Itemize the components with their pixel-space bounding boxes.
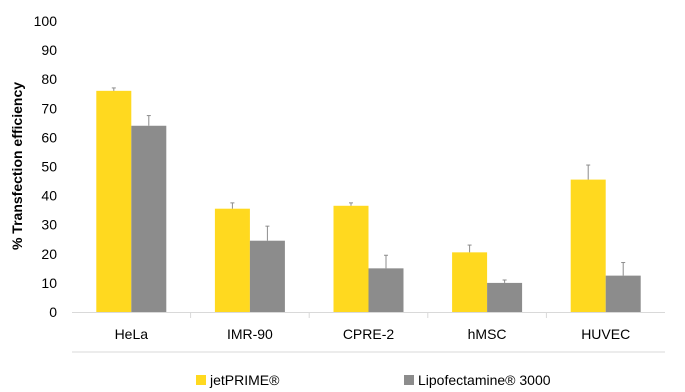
legend-swatch xyxy=(404,375,414,385)
y-tick-label: 30 xyxy=(41,217,57,233)
y-axis: 0 10 20 30 40 50 60 70 80 90 100 xyxy=(34,13,58,320)
bars xyxy=(96,87,641,312)
legend-label: Lipofectamine® 3000 xyxy=(418,372,551,388)
bar xyxy=(214,208,250,312)
x-axis: HeLa IMR-90 CPRE-2 hMSC HUVEC xyxy=(72,312,665,342)
x-tick-label: IMR-90 xyxy=(227,326,273,342)
y-tick-label: 40 xyxy=(41,188,57,204)
y-tick-label: 70 xyxy=(41,100,57,116)
y-axis-title: % Transfection efficiency xyxy=(9,82,25,250)
y-tick-label: 20 xyxy=(41,246,57,262)
x-tick-label: hMSC xyxy=(468,326,507,342)
bar xyxy=(333,205,369,312)
x-tick-label: CPRE-2 xyxy=(343,326,395,342)
bar xyxy=(487,282,523,312)
y-tick-label: 100 xyxy=(34,13,58,29)
y-tick-label: 90 xyxy=(41,42,57,58)
y-tick-label: 80 xyxy=(41,71,57,87)
y-tick-label: 0 xyxy=(49,304,57,320)
legend: jetPRIME® Lipofectamine® 3000 xyxy=(196,372,551,388)
y-tick-label: 50 xyxy=(41,159,57,175)
bar xyxy=(249,240,285,312)
legend-label: jetPRIME® xyxy=(209,372,280,388)
x-tick-label: HUVEC xyxy=(581,326,630,342)
y-tick-label: 60 xyxy=(41,129,57,145)
bar xyxy=(570,179,606,312)
bar xyxy=(131,125,167,312)
bar xyxy=(452,252,488,312)
bar xyxy=(368,268,404,312)
x-tick-label: HeLa xyxy=(115,326,149,342)
bar xyxy=(605,275,641,312)
legend-swatch xyxy=(196,375,206,385)
y-tick-label: 10 xyxy=(41,275,57,291)
bar xyxy=(96,90,132,312)
